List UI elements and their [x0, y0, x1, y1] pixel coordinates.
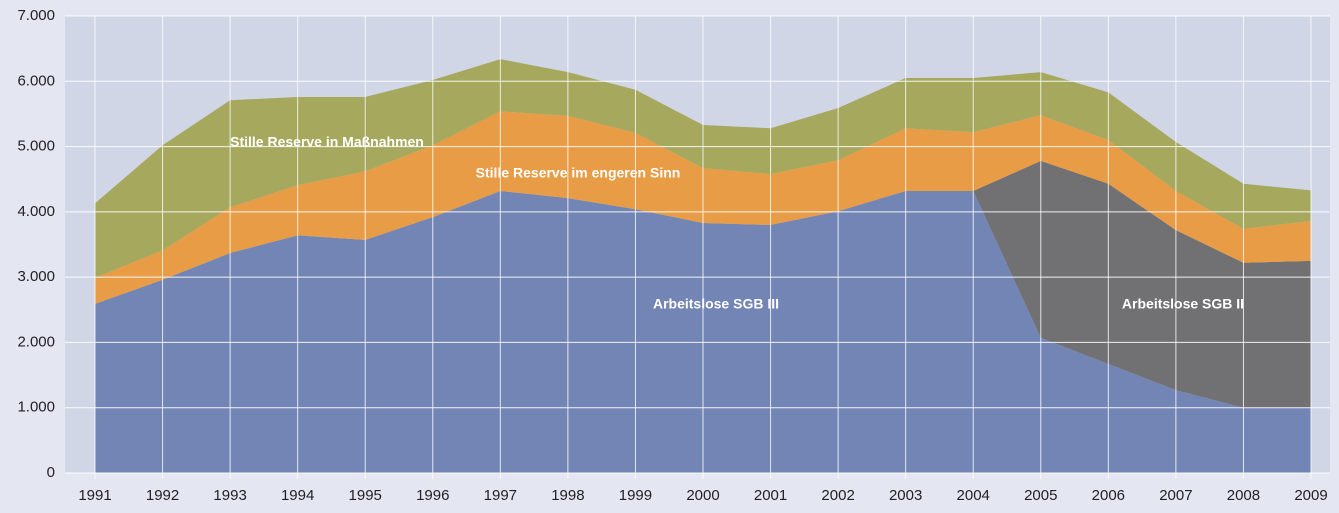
- y-tick-label: 6.000: [17, 72, 55, 89]
- x-tick-label: 1997: [484, 487, 517, 504]
- area-label: Arbeitslose SGB II: [1122, 296, 1244, 312]
- x-tick-label: 2009: [1294, 487, 1327, 504]
- x-tick-label: 1991: [78, 487, 111, 504]
- y-tick-label: 0: [47, 464, 55, 481]
- x-tick-label: 1998: [551, 487, 584, 504]
- y-tick-label: 7.000: [17, 7, 55, 24]
- y-tick-label: 2.000: [17, 333, 55, 350]
- x-tick-label: 1995: [349, 487, 382, 504]
- x-tick-label: 2006: [1092, 487, 1125, 504]
- x-tick-label: 2003: [889, 487, 922, 504]
- x-tick-label: 2000: [686, 487, 719, 504]
- x-tick-label: 1992: [146, 487, 179, 504]
- y-tick-label: 5.000: [17, 138, 55, 155]
- x-tick-label: 2004: [957, 487, 990, 504]
- x-tick-label: 1994: [281, 487, 314, 504]
- x-tick-label: 2007: [1159, 487, 1192, 504]
- area: [95, 59, 1311, 278]
- x-tick-label: 2002: [821, 487, 854, 504]
- x-tick-label: 1993: [213, 487, 246, 504]
- area: [95, 160, 1311, 408]
- y-tick-label: 4.000: [17, 203, 55, 220]
- area-label: Arbeitslose SGB III: [653, 296, 779, 312]
- y-tick-label: 1.000: [17, 399, 55, 416]
- area-label: Stille Reserve in Maßnahmen: [230, 134, 424, 150]
- x-tick-label: 1996: [416, 487, 449, 504]
- x-tick-label: 2005: [1024, 487, 1057, 504]
- x-tick-label: 2008: [1227, 487, 1260, 504]
- y-tick-label: 3.000: [17, 268, 55, 285]
- x-tick-label: 1999: [619, 487, 652, 504]
- x-tick-label: 2001: [754, 487, 787, 504]
- area-label: Stille Reserve im engeren Sinn: [476, 165, 681, 181]
